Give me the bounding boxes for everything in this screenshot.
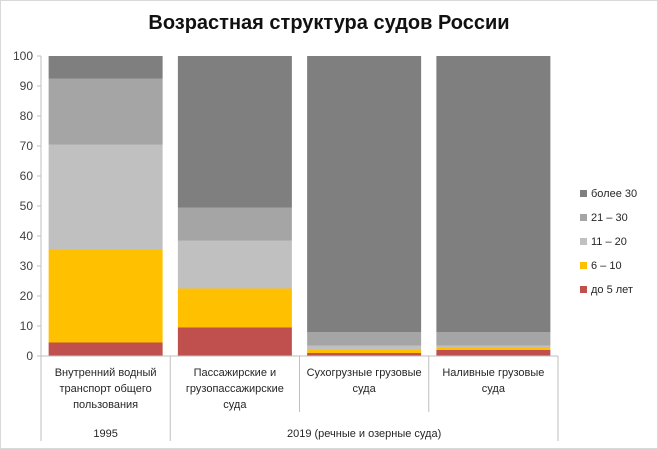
bar-segment: [436, 345, 551, 347]
y-tick-label: 80: [20, 109, 34, 123]
y-tick-label: 90: [20, 79, 34, 93]
legend-swatch: [580, 286, 587, 293]
y-tick-label: 100: [13, 49, 33, 63]
bar-segment: [48, 144, 163, 250]
x-group-label: 2019 (речные и озерные суда): [287, 428, 441, 440]
y-tick-label: 30: [20, 259, 34, 273]
x-category-label: грузопассажирские: [186, 383, 284, 395]
bar-segment: [436, 56, 551, 332]
y-tick-label: 50: [20, 199, 34, 213]
x-category-label: суда: [482, 383, 506, 395]
bar-segment: [307, 332, 422, 346]
x-category-label: Внутренний водный: [55, 367, 157, 379]
y-tick-label: 20: [20, 289, 34, 303]
x-category-label: пользования: [73, 399, 138, 411]
x-category-label: суда: [223, 399, 247, 411]
bar-segment: [436, 350, 551, 356]
legend-label: более 30: [591, 188, 637, 200]
bar-segment: [177, 240, 292, 289]
legend-label: 6 – 10: [591, 260, 622, 272]
bar-segment: [177, 288, 292, 328]
bar-segment: [436, 347, 551, 350]
y-tick-label: 60: [20, 169, 34, 183]
legend-label: 21 – 30: [591, 212, 628, 224]
bar-segment: [48, 249, 163, 343]
x-category-label: Пассажирские и: [194, 367, 277, 379]
bar-segment: [48, 342, 163, 356]
legend-label: 11 – 20: [591, 236, 627, 248]
x-category-label: Сухогрузные грузовые: [307, 367, 422, 379]
bar-segment: [436, 332, 551, 346]
x-category-label: Наливные грузовые: [442, 367, 544, 379]
y-tick-label: 40: [20, 229, 34, 243]
y-tick-label: 70: [20, 139, 34, 153]
legend-label: до 5 лет: [591, 284, 633, 296]
bar-segment: [177, 327, 292, 356]
legend-swatch: [580, 238, 587, 245]
bar-segment: [307, 350, 422, 353]
legend-swatch: [580, 262, 587, 269]
y-tick-label: 10: [20, 319, 34, 333]
chart-title: Возрастная структура судов России: [148, 12, 510, 34]
bar-segment: [48, 78, 163, 145]
bar-segment: [307, 345, 422, 350]
x-category-label: суда: [353, 383, 377, 395]
legend-swatch: [580, 190, 587, 197]
x-group-label: 1995: [93, 428, 117, 440]
bar-segment: [307, 353, 422, 356]
bar-segment: [177, 56, 292, 208]
legend-swatch: [580, 214, 587, 221]
bar-segment: [307, 56, 422, 332]
bar-segment: [48, 56, 163, 79]
y-tick-label: 0: [26, 349, 33, 363]
bar-segment: [177, 207, 292, 241]
x-category-label: транспорт общего: [60, 383, 152, 395]
